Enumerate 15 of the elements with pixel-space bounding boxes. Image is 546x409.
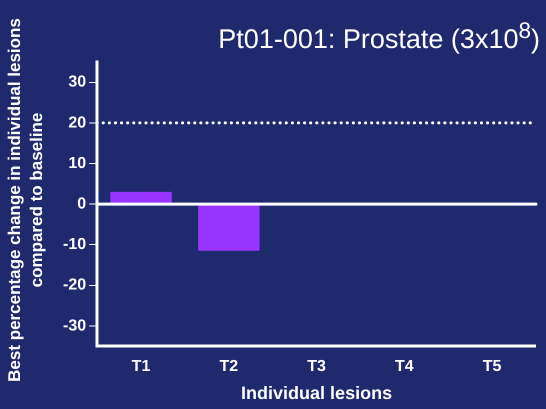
y-tick-label: -30: [63, 317, 86, 334]
x-tick-label: T3: [307, 358, 326, 376]
x-tick-label: T1: [132, 358, 150, 376]
chart-title: Pt01-001: Prostate (3x10$^{8}$): [218, 18, 540, 55]
x-tick-label: T5: [482, 358, 502, 376]
y-tick-label: 30: [68, 74, 86, 91]
y-axis-title: Best percentage change in individual lesions compared to baseline: [4, 17, 47, 384]
y-tick-label: 10: [68, 154, 86, 172]
y-tick-label: 0: [77, 196, 86, 213]
y-tick-label: -20: [63, 276, 86, 294]
y-tick-label: -10: [63, 236, 86, 254]
x-tick-label: T4: [395, 358, 414, 376]
y-tick-label: 20: [68, 114, 86, 132]
x-tick-label: T2: [219, 358, 238, 376]
x-axis-title: Individual lesions: [241, 383, 392, 404]
